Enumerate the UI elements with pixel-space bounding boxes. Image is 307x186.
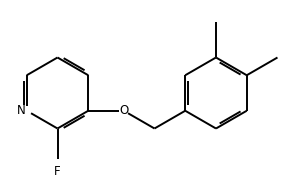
Text: F: F bbox=[54, 165, 61, 178]
Text: N: N bbox=[17, 104, 25, 117]
Text: O: O bbox=[119, 104, 128, 117]
